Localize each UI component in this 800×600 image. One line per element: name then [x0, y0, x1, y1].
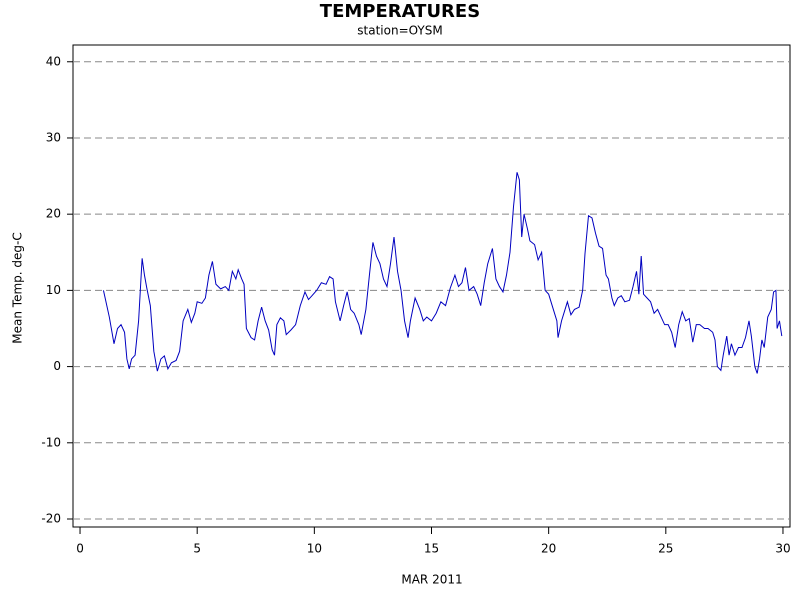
y-tick-label: 0 — [53, 359, 61, 373]
y-tick-label: 40 — [46, 54, 61, 68]
x-tick-label: 5 — [193, 542, 201, 556]
y-tick-label: 20 — [46, 207, 61, 221]
x-tick-label: 10 — [307, 542, 322, 556]
x-tick-label: 0 — [76, 542, 84, 556]
x-tick-label: 30 — [775, 542, 790, 556]
data-line — [102, 172, 783, 374]
y-tick-label: -10 — [41, 435, 61, 449]
y-tick-label: -20 — [41, 511, 61, 525]
y-tick-label: 10 — [46, 283, 61, 297]
plot-frame — [72, 44, 791, 528]
y-tick-label: 30 — [46, 130, 61, 144]
x-tick-label: 25 — [658, 542, 673, 556]
x-tick-label: 20 — [541, 542, 556, 556]
x-tick-label: 15 — [424, 542, 439, 556]
chart-title: TEMPERATURES — [320, 1, 480, 22]
y-axis-label: Mean Temp. deg-C — [11, 232, 25, 343]
chart-subtitle: station=OYSM — [357, 24, 442, 38]
x-axis-label: MAR 2011 — [401, 573, 462, 587]
